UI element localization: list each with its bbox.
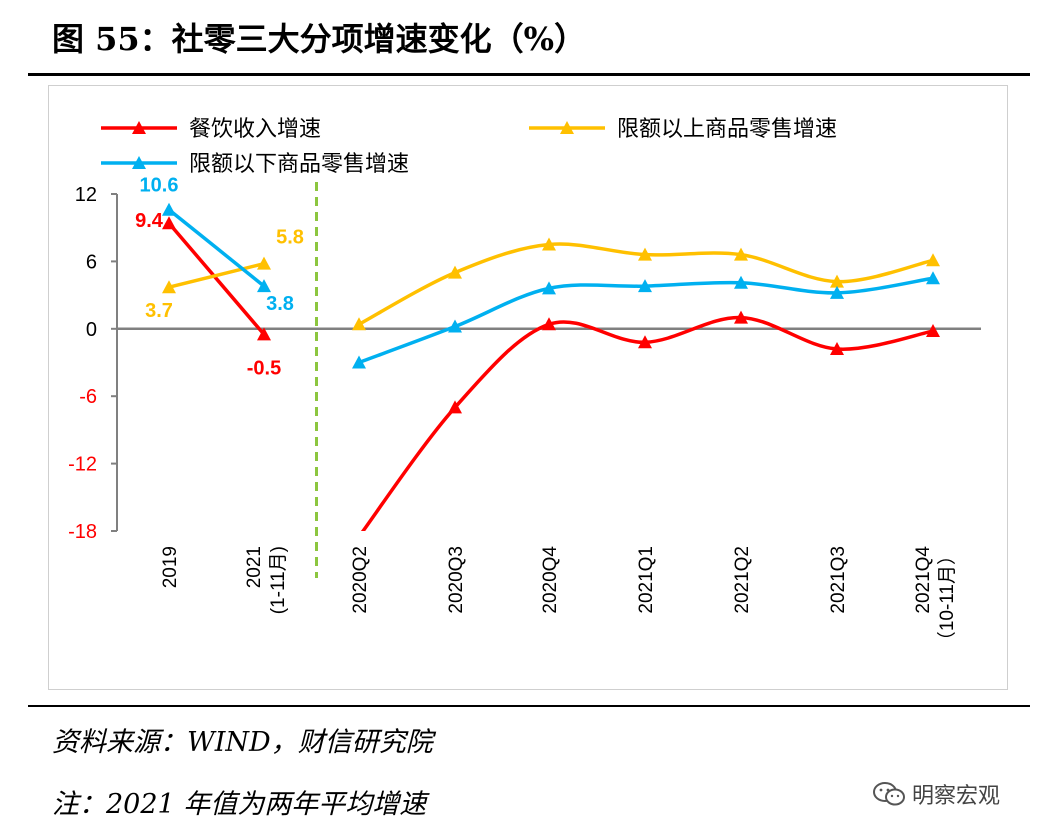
legend-marker-1 (132, 121, 146, 134)
legend-label-1: 餐饮收入增速 (189, 117, 321, 142)
series-2-point (638, 247, 652, 261)
series-1-point (448, 400, 462, 414)
watermark-text: 明察宏观 (912, 784, 1001, 809)
x-tick-label: 2021Q4 （10-11月） (913, 546, 958, 651)
series-2-data-label: 3.7 (145, 300, 173, 322)
chart-frame: 12 6 0 -6 -12 -18 2019 2021 (1-11月) 2020Q2 2020Q3 2… (48, 85, 1008, 690)
x-tick-label: 2020Q4 (540, 546, 561, 614)
y-tick-label: -6 (79, 386, 97, 408)
y-tick-label: 6 (86, 251, 97, 273)
series-1-point (162, 216, 176, 230)
chart-svg: 12 6 0 -6 -12 -18 2019 2021 (1-11月) 2020Q2 2020Q3 2… (68, 117, 981, 651)
series-3-data-label: 10.6 (140, 175, 179, 197)
x-tick-label: 2021 (1-11月) (244, 546, 289, 614)
series-1-point (926, 324, 940, 338)
series-3-point (162, 202, 176, 216)
x-tick-label: 2019 (160, 546, 181, 588)
x-tick-label: 2021Q1 (636, 546, 657, 614)
y-tick-label: -12 (68, 454, 97, 476)
series-3-point (830, 285, 844, 299)
series-3-line-1 (167, 208, 266, 288)
series-3-point (257, 279, 271, 293)
series-1-point (830, 342, 844, 356)
series-2-point (257, 256, 271, 270)
title-rule (28, 73, 1030, 76)
source-note: 资料来源：WIND，财信研究院 (52, 727, 433, 758)
series-3-point (638, 279, 652, 293)
y-tick-label: 0 (86, 319, 97, 341)
legend-label-2: 限额以上商品零售增速 (617, 117, 837, 142)
series-3-point (734, 275, 748, 289)
series-2-point (352, 317, 366, 331)
series-3-point (448, 319, 462, 333)
series-1-point (638, 335, 652, 349)
footnote: 注：2021 年值为两年平均增速 (52, 789, 427, 820)
series-2-line-1 (168, 261, 265, 289)
series-2-point (734, 247, 748, 261)
series-1-point (542, 317, 556, 331)
series-3-point (542, 281, 556, 295)
x-tick-label: 2020Q2 (350, 546, 371, 614)
series-3-point (352, 355, 366, 369)
source-rule (28, 705, 1030, 707)
series-1-point (734, 310, 748, 324)
series-2-point (926, 253, 940, 267)
legend-label-3: 限额以下商品零售增速 (189, 152, 409, 177)
series-2-data-label: 5.8 (276, 227, 304, 249)
watermark: 明察宏观 (872, 778, 1000, 810)
x-tick-label: 2020Q3 (446, 546, 467, 614)
series-2-point (830, 274, 844, 288)
series-2-point (162, 280, 176, 294)
series-3-data-label: 3.8 (266, 293, 294, 315)
series-1-line-2 (360, 315, 934, 531)
y-tick-label: 12 (75, 184, 97, 206)
series-1-data-label: -0.5 (247, 357, 281, 379)
y-tick-label: -18 (68, 521, 97, 543)
wechat-icon (873, 782, 905, 806)
series-2-point (448, 265, 462, 279)
legend-marker-3 (132, 156, 146, 169)
series-2-point (542, 237, 556, 251)
x-tick-label: 2021Q3 (828, 546, 849, 614)
series-1-line-1 (167, 222, 266, 336)
series-1-point (257, 327, 271, 341)
x-tick-label: 2021Q2 (732, 546, 753, 614)
legend-marker-2 (560, 121, 574, 134)
page-title: 图 55：社零三大分项增速变化（%） (52, 20, 587, 58)
series-3-point (926, 271, 940, 285)
series-1-data-label: 9.4 (135, 210, 164, 232)
